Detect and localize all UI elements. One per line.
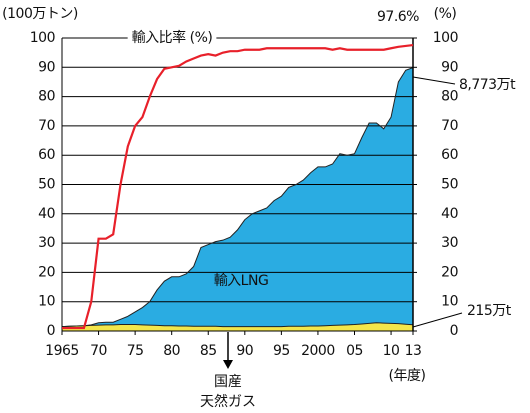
series-label: 輸入比率 (%) [132,29,213,46]
series-label: 輸入LNG [214,273,269,289]
y-tick-label: 20 [38,264,55,280]
y-tick-label: 70 [38,118,55,134]
y2-tick-label: 70 [441,118,458,134]
x-tick-label: 13 [405,343,422,359]
area-outline [61,67,414,328]
value-label: 8,773万t [459,77,516,93]
leader-line [412,312,463,328]
y-tick-label: 0 [47,323,55,339]
y-axis-title: (100万トン) [2,6,78,22]
series-label: 国産 天然ガス [200,374,256,410]
area [62,67,413,327]
line [62,43,414,330]
y2-tick-label: 40 [441,206,458,222]
x-tick-label: 10 [383,343,400,359]
x-tick-label: 95 [273,343,290,359]
y-tick-label: 50 [38,177,55,193]
x-tick-label: 80 [163,343,180,359]
x-tick-label: 1965 [45,343,79,359]
y2-tick-label: 30 [441,235,458,251]
y2-tick-label: 50 [441,177,458,193]
y2-tick-label: 20 [441,264,458,280]
y2-tick-label: 80 [441,89,458,105]
y2-tick-label: 10 [441,294,458,310]
y-tick-label: 90 [38,59,55,75]
y-tick-label: 40 [38,206,55,222]
label-bg [127,29,217,46]
x-axis-title: (年度) [389,368,426,384]
y2-tick-label: 0 [450,323,458,339]
y-tick-label: 80 [38,89,55,105]
y-tick-label: 60 [38,147,55,163]
y2-tick-label: 60 [441,147,458,163]
value-label: 215万t [467,303,512,319]
y-tick-label: 100 [30,30,55,46]
area-outline [61,322,414,328]
leader-line [412,76,456,85]
arrowhead [223,360,233,369]
x-tick-label: 85 [200,343,217,359]
y2-tick-label: 100 [433,30,458,46]
x-tick-label: 70 [90,343,107,359]
y-tick-label: 10 [38,294,55,310]
y2-tick-label: 90 [441,59,458,75]
y-tick-label: 30 [38,235,55,251]
value-label: 97.6% [377,9,419,25]
x-tick-label: 75 [127,343,144,359]
x-tick-label: 05 [346,343,363,359]
y2-axis-title: (%) [434,6,457,22]
x-tick-label: 90 [236,343,253,359]
x-tick-label: 2000 [301,343,335,359]
